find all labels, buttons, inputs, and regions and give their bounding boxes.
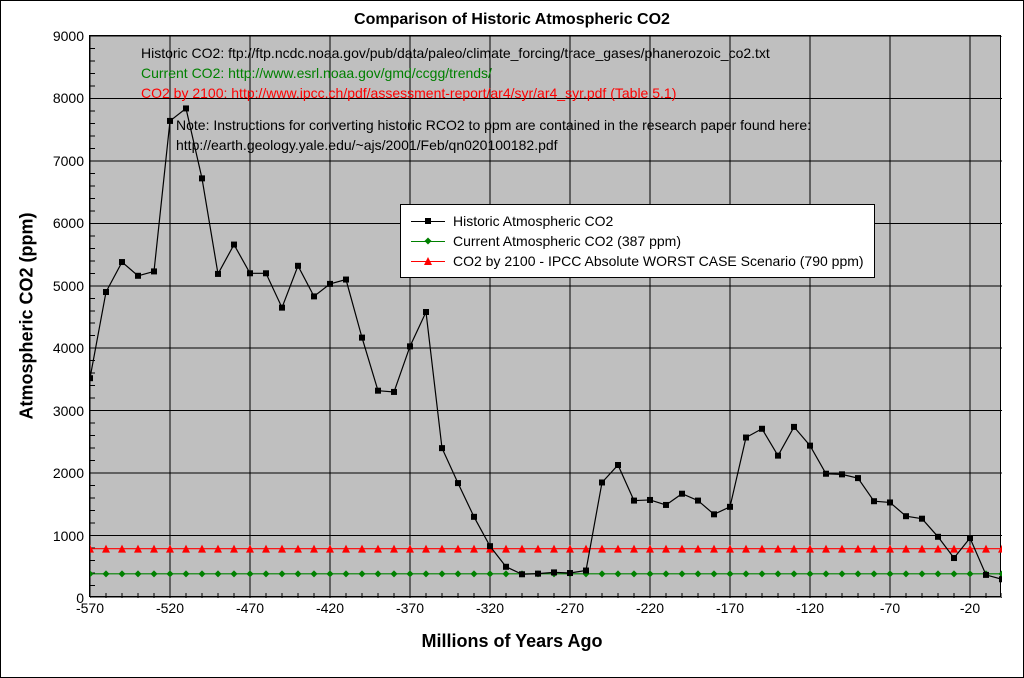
legend-item-current: Current Atmospheric CO2 (387 ppm)	[411, 231, 864, 251]
annotation-note_line2: http://earth.geology.yale.edu/~ajs/2001/…	[176, 137, 558, 153]
x-tick-label: -270	[556, 600, 584, 616]
legend-label: Historic Atmospheric CO2	[453, 211, 613, 231]
legend-label: Current Atmospheric CO2 (387 ppm)	[453, 231, 681, 251]
legend-label: CO2 by 2100 - IPCC Absolute WORST CASE S…	[453, 251, 864, 271]
annotation-note_line1: Note: Instructions for converting histor…	[176, 117, 811, 133]
chart-container: Comparison of Historic Atmospheric CO2 0…	[0, 0, 1024, 678]
x-tick-label: -520	[156, 600, 184, 616]
y-tick-label: 3000	[53, 403, 84, 419]
annotation-source_current: Current CO2: http://www.esrl.noaa.gov/gm…	[141, 65, 492, 81]
x-tick-label: -120	[796, 600, 824, 616]
series-current	[90, 570, 1002, 577]
x-tick-label: -170	[716, 600, 744, 616]
series-historic	[90, 105, 1002, 582]
y-axis-title: Atmospheric CO2 (ppm)	[17, 212, 38, 419]
x-tick-label: -220	[636, 600, 664, 616]
x-tick-label: -370	[396, 600, 424, 616]
series-ipcc	[90, 545, 1002, 553]
annotation-source_ipcc: CO2 by 2100: http://www.ipcc.ch/pdf/asse…	[141, 85, 676, 101]
legend-item-ipcc: CO2 by 2100 - IPCC Absolute WORST CASE S…	[411, 251, 864, 271]
chart-title: Comparison of Historic Atmospheric CO2	[1, 11, 1023, 29]
x-tick-label: -20	[960, 600, 980, 616]
y-tick-label: 7000	[53, 153, 84, 169]
legend: Historic Atmospheric CO2Current Atmosphe…	[400, 204, 875, 278]
y-tick-label: 9000	[53, 28, 84, 44]
y-tick-label: 5000	[53, 278, 84, 294]
legend-item-historic: Historic Atmospheric CO2	[411, 211, 864, 231]
x-tick-label: -420	[316, 600, 344, 616]
x-tick-labels: -570-520-470-420-370-320-270-220-170-120…	[90, 596, 1000, 626]
y-tick-label: 2000	[53, 465, 84, 481]
y-tick-labels: 0100020003000400050006000700080009000	[30, 36, 90, 598]
y-tick-label: 4000	[53, 340, 84, 356]
x-tick-label: -470	[236, 600, 264, 616]
x-tick-label: -570	[76, 600, 104, 616]
x-tick-label: -320	[476, 600, 504, 616]
annotation-source_historic: Historic CO2: ftp://ftp.ncdc.noaa.gov/pu…	[141, 45, 770, 61]
x-axis-title: Millions of Years Ago	[1, 631, 1023, 652]
y-tick-label: 8000	[53, 90, 84, 106]
x-tick-label: -70	[880, 600, 900, 616]
y-tick-label: 1000	[53, 528, 84, 544]
y-tick-label: 6000	[53, 215, 84, 231]
